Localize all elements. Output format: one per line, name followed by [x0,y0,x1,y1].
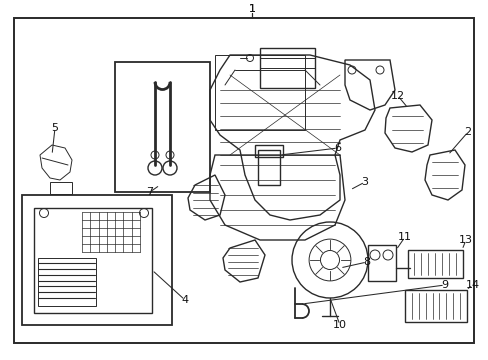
Text: 13: 13 [458,235,472,245]
Text: 2: 2 [464,127,470,137]
Bar [22,195,172,325]
Bar [38,258,96,306]
Bar [367,245,395,281]
Bar [50,182,72,194]
Text: 1: 1 [248,4,255,14]
Bar [215,55,305,130]
Text: 11: 11 [397,232,411,242]
Bar [254,145,283,157]
Text: 1: 1 [248,4,255,14]
Text: 14: 14 [465,280,479,290]
Text: 9: 9 [441,280,447,290]
Text: 3: 3 [361,177,368,187]
Text: 8: 8 [363,257,370,267]
Bar [407,250,462,278]
Bar [260,48,314,88]
Text: 12: 12 [390,91,404,101]
Text: 5: 5 [51,123,59,133]
Text: 7: 7 [146,187,153,197]
Text: 4: 4 [181,295,188,305]
Text: 6: 6 [334,143,341,153]
Bar [115,62,209,192]
Bar [258,150,280,185]
Text: 10: 10 [332,320,346,330]
Bar [404,290,466,322]
Bar [34,208,152,313]
